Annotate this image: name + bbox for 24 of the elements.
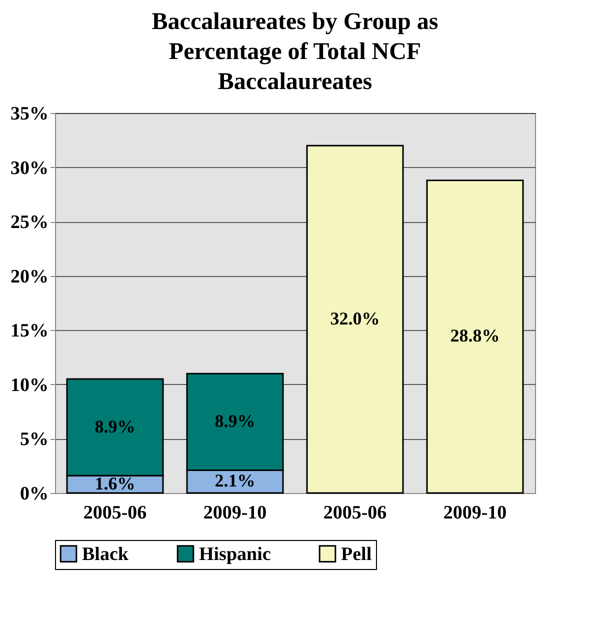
x-tick-label: 2009-10 <box>203 502 267 524</box>
data-label: 2.1% <box>214 470 256 491</box>
y-tick-label: 25% <box>10 212 48 234</box>
data-label: 32.0% <box>330 308 380 328</box>
chart-title: Baccalaureates by Group as Percentage of Total NCF Baccalaureates <box>152 9 438 95</box>
data-label: 1.6% <box>94 473 136 494</box>
y-tick-label: 20% <box>10 266 48 288</box>
y-tick-label: 15% <box>10 320 48 342</box>
data-label: 8.9% <box>94 416 136 436</box>
x-tick-label: 2005-06 <box>323 502 387 524</box>
legend-label: Hispanic <box>199 544 271 565</box>
legend-label: Black <box>82 544 129 565</box>
data-label: 8.9% <box>214 410 256 431</box>
y-tick-label: 30% <box>10 158 48 179</box>
y-tick-label: 0% <box>20 484 48 504</box>
x-tick-label: 2009-10 <box>443 502 507 524</box>
y-tick-label: 35% <box>10 104 48 124</box>
bar <box>306 144 404 494</box>
y-tick-label: 5% <box>20 429 48 450</box>
data-label: 28.8% <box>450 326 500 346</box>
y-tick-label: 10% <box>10 374 48 396</box>
bar <box>426 180 524 494</box>
legend-label: Pell <box>341 544 372 565</box>
x-tick-label: 2005-06 <box>83 502 147 524</box>
